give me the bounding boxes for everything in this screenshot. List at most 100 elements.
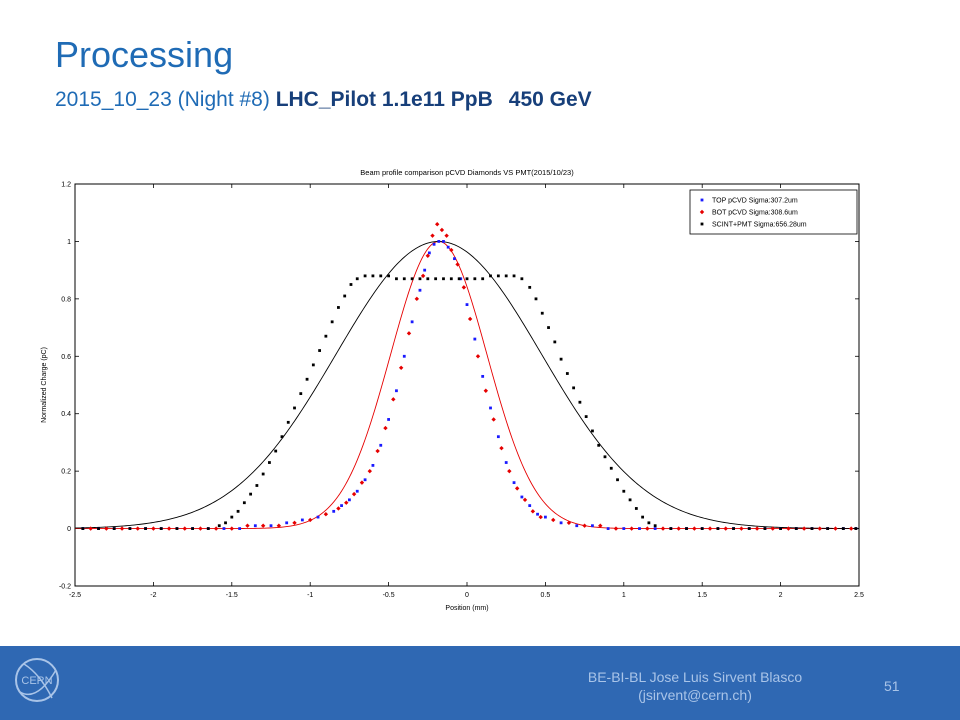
- data-point-series-2: [217, 524, 221, 528]
- data-point-series-2: [810, 527, 814, 530]
- data-point-series-2: [603, 455, 607, 459]
- data-point-series-2: [653, 524, 657, 528]
- footer-bar: CERN BE-BI-BL Jose Luis Sirvent Blasco (…: [0, 646, 960, 720]
- data-point-series-1: [104, 526, 109, 531]
- data-point-series-2: [540, 311, 544, 315]
- data-point-series-2: [489, 274, 492, 278]
- data-point-series-0: [355, 489, 359, 493]
- data-point-series-2: [591, 429, 594, 433]
- data-point-series-1: [229, 526, 234, 531]
- data-point-series-1: [151, 526, 156, 531]
- data-point-series-0: [316, 515, 320, 519]
- cern-logo: CERN: [15, 658, 59, 702]
- data-point-series-1: [676, 526, 681, 531]
- data-point-series-0: [395, 389, 398, 393]
- data-point-series-0: [504, 461, 508, 464]
- data-point-series-2: [481, 277, 485, 281]
- data-point-series-1: [213, 526, 219, 531]
- legend-box: [689, 189, 858, 235]
- data-point-series-2: [363, 274, 367, 278]
- legend-marker: [700, 222, 704, 226]
- data-point-series-0: [653, 527, 657, 530]
- data-point-series-2: [255, 484, 259, 487]
- plot-area: [74, 183, 860, 587]
- data-point-series-1: [430, 233, 435, 238]
- x-tick-label: 1: [622, 592, 626, 599]
- data-point-series-1: [391, 397, 396, 402]
- data-point-series-0: [427, 251, 431, 255]
- data-point-series-2: [112, 527, 116, 530]
- data-point-series-2: [274, 449, 278, 453]
- data-point-series-2: [628, 498, 632, 502]
- beam-profile-chart: Beam profile comparison pCVD Diamonds VS…: [41, 168, 864, 612]
- data-point-series-1: [475, 354, 481, 359]
- data-point-series-1: [507, 468, 512, 474]
- footer-author: BE-BI-BL Jose Luis Sirvent Blasco (jsirv…: [560, 668, 830, 704]
- data-point-series-1: [245, 523, 250, 528]
- data-point-series-0: [465, 303, 469, 306]
- cern-logo-text: CERN: [21, 675, 52, 687]
- data-point-series-1: [483, 388, 489, 393]
- x-tick-label: 0: [465, 592, 469, 599]
- data-point-series-2: [387, 274, 390, 278]
- data-point-series-2: [128, 527, 132, 530]
- data-point-series-2: [206, 527, 210, 530]
- data-point-series-1: [530, 509, 536, 514]
- data-point-series-2: [669, 527, 673, 530]
- data-point-series-1: [692, 526, 697, 531]
- data-point-series-1: [514, 486, 520, 491]
- data-point-series-0: [536, 512, 539, 516]
- data-point-series-1: [598, 523, 603, 528]
- data-point-series-2: [641, 515, 645, 519]
- data-point-series-1: [383, 425, 388, 431]
- data-point-series-1: [538, 514, 543, 520]
- slide-subtitle: 2015_10_23 (Night #8) LHC_Pilot 1.1e11 P…: [55, 88, 592, 112]
- data-point-series-1: [522, 497, 528, 503]
- data-point-series-2: [286, 420, 290, 424]
- data-point-series-2: [349, 283, 353, 286]
- data-point-series-1: [414, 296, 420, 302]
- data-point-series-0: [332, 509, 336, 513]
- x-tick-label: -2: [150, 592, 156, 599]
- y-tick-label: 0.6: [61, 354, 71, 361]
- data-point-series-2: [622, 489, 626, 493]
- subtitle-night: (Night #8): [177, 88, 270, 111]
- data-point-series-1: [292, 520, 297, 526]
- data-point-series-1: [660, 526, 666, 531]
- data-point-series-2: [504, 274, 508, 278]
- data-point-series-2: [794, 527, 798, 530]
- data-point-series-2: [553, 340, 557, 344]
- x-tick-label: -2.5: [69, 592, 81, 599]
- data-point-series-2: [597, 443, 601, 447]
- data-point-series-2: [647, 521, 651, 525]
- data-point-series-1: [276, 523, 282, 528]
- legend-marker: [700, 198, 704, 202]
- data-point-series-1: [420, 273, 426, 279]
- data-point-series-0: [446, 245, 450, 249]
- y-axis-label: Normalized Charge (pC): [41, 347, 48, 423]
- data-point-series-1: [166, 526, 172, 531]
- data-point-series-2: [230, 515, 234, 519]
- data-point-series-2: [242, 501, 246, 505]
- data-point-series-2: [578, 400, 582, 404]
- data-point-series-1: [833, 526, 838, 531]
- data-point-series-2: [528, 285, 532, 289]
- data-point-series-1: [566, 520, 572, 526]
- data-point-series-2: [410, 277, 414, 281]
- data-point-series-2: [311, 363, 315, 367]
- data-point-series-2: [763, 527, 767, 530]
- y-tick-label: 0: [67, 526, 71, 533]
- footer-author-name: BE-BI-BL Jose Luis Sirvent Blasco: [587, 669, 803, 685]
- data-point-series-1: [336, 506, 341, 511]
- x-tick-label: 0.5: [541, 592, 551, 599]
- data-point-series-0: [453, 257, 456, 261]
- data-point-series-2: [299, 392, 303, 396]
- data-point-series-2: [457, 277, 461, 281]
- subtitle-date: 2015_10_23: [55, 88, 172, 111]
- data-point-series-0: [459, 277, 463, 281]
- data-point-series-0: [489, 406, 492, 410]
- data-point-series-0: [387, 418, 390, 421]
- y-tick-label: 1.2: [61, 182, 71, 189]
- x-tick-label: 1.5: [697, 592, 707, 599]
- data-point-series-0: [437, 240, 441, 243]
